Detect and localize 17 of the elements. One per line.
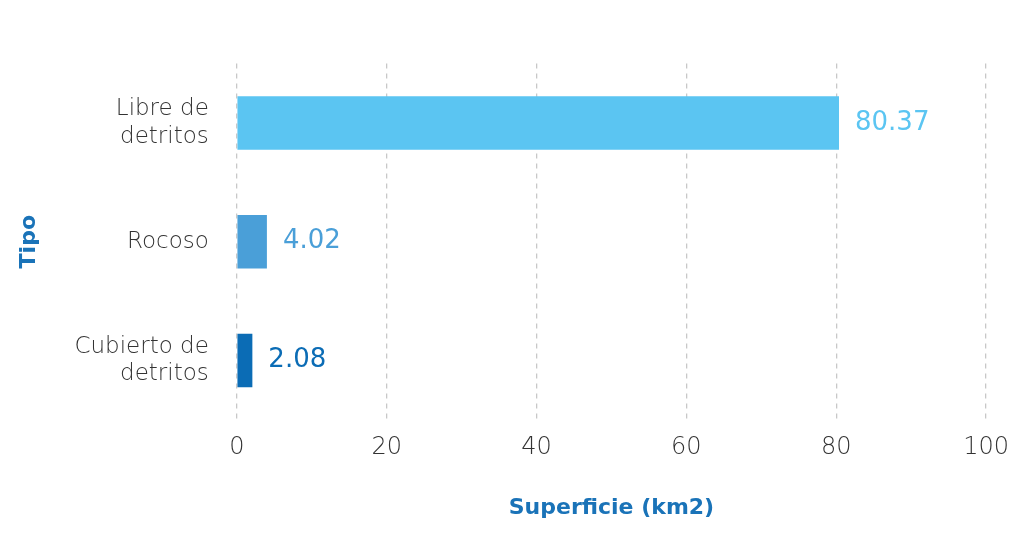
data-label: 80.37 <box>855 105 930 136</box>
x-tick-label: 20 <box>371 432 402 461</box>
data-label: 4.02 <box>282 224 341 255</box>
y-tick-label: Libre de detritos <box>115 94 209 148</box>
y-tick-label: Rocoso <box>126 226 209 253</box>
x-axis-title: Superficie (km2) <box>508 493 715 519</box>
x-tick-label: 80 <box>820 432 852 461</box>
y-tick-label: Cubierto de detritos <box>74 331 209 386</box>
bar <box>237 333 253 388</box>
y-axis-title: Tipo <box>14 214 40 269</box>
x-tick-label: 0 <box>229 432 245 461</box>
data-label: 2.08 <box>268 343 327 374</box>
x-tick-label: 40 <box>521 432 552 461</box>
bar <box>237 96 840 150</box>
bar <box>237 214 267 269</box>
x-tick-label: 100 <box>963 432 1009 461</box>
x-tick-label: 60 <box>671 432 702 461</box>
